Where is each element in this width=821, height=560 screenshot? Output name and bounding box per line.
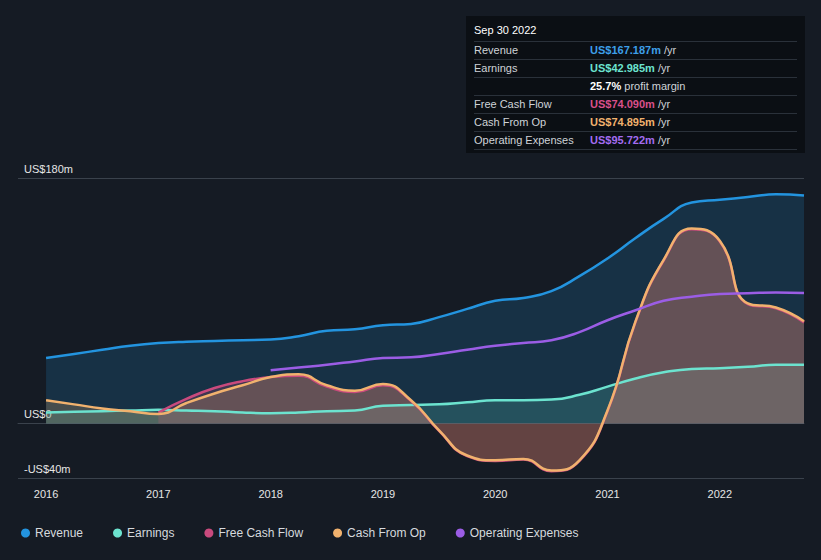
svg-text:2018: 2018 xyxy=(258,488,282,500)
html-text:Cash From Op: Cash From Op xyxy=(474,116,547,128)
svg-text:Revenue: Revenue xyxy=(35,526,83,540)
svg-text:2020: 2020 xyxy=(483,488,507,500)
svg-text:Earnings: Earnings xyxy=(127,526,174,540)
svg-text:2016: 2016 xyxy=(34,488,58,500)
html-text:Sep 30 2022: Sep 30 2022 xyxy=(474,24,537,36)
svg-text:2017: 2017 xyxy=(146,488,170,500)
svg-text:Free Cash Flow: Free Cash Flow xyxy=(218,526,303,540)
svg-text:2022: 2022 xyxy=(708,488,732,500)
html-text:Operating Expenses: Operating Expenses xyxy=(474,134,574,146)
svg-text:Cash From Op: Cash From Op xyxy=(347,526,426,540)
html-text:US$74.895m /yr: US$74.895m /yr xyxy=(590,116,671,128)
svg-text:-US$40m: -US$40m xyxy=(24,463,70,475)
svg-text:Operating Expenses: Operating Expenses xyxy=(470,526,579,540)
html-text:US$95.722m /yr: US$95.722m /yr xyxy=(590,134,671,146)
html-text:US$42.985m /yr: US$42.985m /yr xyxy=(590,62,671,74)
svg-text:2019: 2019 xyxy=(371,488,395,500)
html-text:US$167.187m /yr: US$167.187m /yr xyxy=(590,44,677,56)
svg-text:US$0: US$0 xyxy=(24,408,52,420)
html-text:Free Cash Flow: Free Cash Flow xyxy=(474,98,552,110)
svg-text:2021: 2021 xyxy=(595,488,619,500)
html-text:Revenue: Revenue xyxy=(474,44,518,56)
svg-text:US$180m: US$180m xyxy=(24,163,73,175)
html-text:25.7% profit margin: 25.7% profit margin xyxy=(590,80,686,92)
html-text:US$74.090m /yr: US$74.090m /yr xyxy=(590,98,671,110)
html-text:Earnings: Earnings xyxy=(474,62,518,74)
